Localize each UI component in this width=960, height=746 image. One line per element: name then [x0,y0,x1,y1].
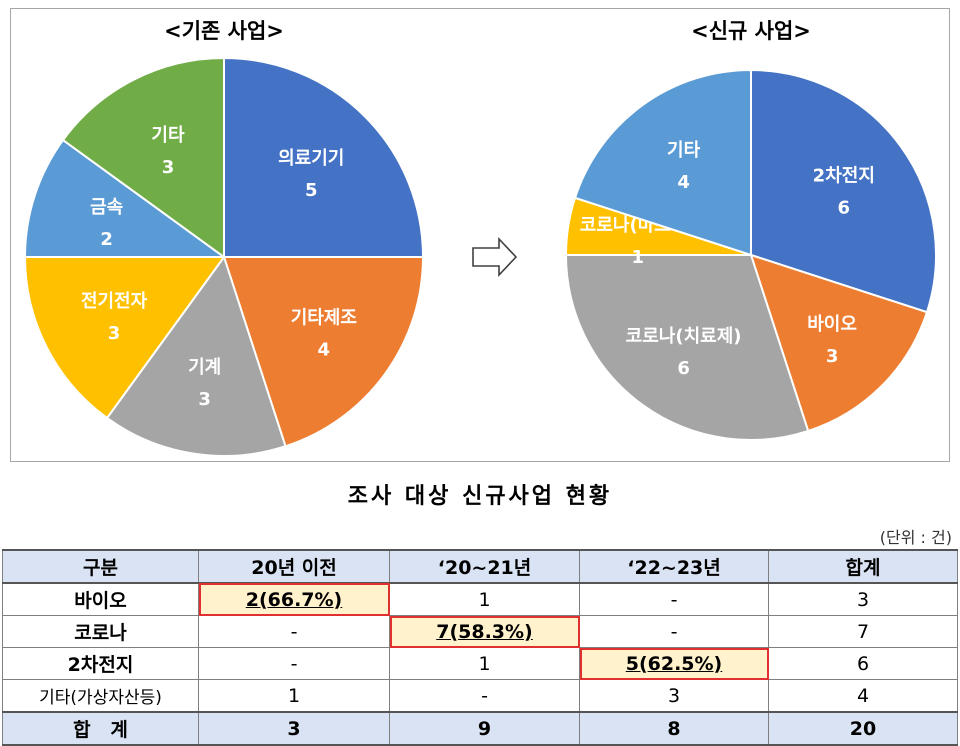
pie-slice [23,138,228,258]
header-category: 구분 [2,549,199,584]
row-label: 기타(가상자산등) [2,679,199,713]
table-cell: 7 [768,615,958,648]
pie-slice [749,253,929,433]
row-label: 바이오 [2,582,199,616]
slice-value: 6 [838,198,851,219]
table-cell: - [198,615,390,648]
table-cell: - [579,582,769,616]
table-row: 코로나 - 7(58.3%) - 7 [2,615,958,648]
table-cell: 6 [768,647,958,680]
existing-business-pie: 의료기기 5 기타제조 4 기계 3 전기전자 3 금속 2 기타 3 [23,56,425,457]
table-cell: - [579,615,769,648]
pie-slice [564,254,810,441]
row-label: 코로나 [2,615,199,648]
slice-label: 기타 [667,140,701,161]
slice-value: 3 [826,346,839,367]
slice-value: 4 [318,340,331,361]
pie-slice [61,56,225,259]
pie-slice [105,254,287,457]
pie-slice [222,256,425,448]
pie-slice [573,68,752,257]
pie-slice [23,256,226,420]
slice-label: 전기전자 [81,291,148,312]
table-cell: 7(58.3%) [389,615,580,648]
slice-label: 의료기기 [278,148,344,169]
table-row: 바이오 2(66.7%) 1 - 3 [2,582,958,616]
table-cell: 5(62.5%) [579,647,769,680]
header-2020-2021: ‘20~21년 [389,549,580,584]
header-before-2020: 20년 이전 [198,549,390,584]
slice-label: 금속 [90,197,123,218]
slice-value: 6 [677,358,690,379]
table-header-row: 구분 20년 이전 ‘20~21년 ‘22~23년 합계 [2,549,958,584]
header-total: 합계 [768,549,958,584]
table-cell: 3 [579,679,769,713]
slice-label: 기타제조 [291,308,357,329]
pie-slice [223,56,425,258]
slice-label: 코로나(치료제) [626,326,742,347]
pie-slice [750,68,937,314]
table-cell: 4 [768,679,958,713]
table-cell: 1 [198,679,390,713]
slice-value: 3 [108,323,121,344]
table-caption: 조사 대상 신규사업 현황 [347,484,613,509]
table-cell: - [389,679,580,713]
table-cell: - [198,647,390,680]
total-cell: 8 [579,711,769,746]
table-row: 기타(가상자산등) 1 - 3 4 [2,679,958,713]
unit-note: (단위 : 건) [879,528,952,547]
row-label: 2차전지 [2,647,199,680]
total-label: 합 계 [2,711,199,746]
slice-value: 3 [162,157,175,178]
new-business-status-table: 구분 20년 이전 ‘20~21년 ‘22~23년 합계 바이오 2(66.7%… [2,549,958,746]
slice-value: 4 [677,172,690,193]
total-cell: 9 [389,711,580,746]
slice-label: 기타 [151,125,185,146]
new-business-title: <신규 사업> [691,19,811,43]
slice-label: 바이오 [807,314,857,335]
slice-value: 3 [198,389,211,410]
table-cell: 3 [768,582,958,616]
slice-value: 2 [100,229,113,250]
slice-label: 기계 [188,357,221,378]
total-cell: 20 [768,711,958,746]
slice-label: 2차전지 [813,166,875,187]
slice-value: 1 [631,247,644,268]
header-2022-2023: ‘22~23년 [579,549,769,584]
chart-panel: <기존 사업> <신규 사업> 의료기기 5 기타제조 4 기계 3 전기전자 3 금속 2 기타 3… [10,8,950,462]
pie-charts: <기존 사업> <신규 사업> 의료기기 5 기타제조 4 기계 3 전기전자 3 금속 2 기타 3… [23,19,937,457]
table-cell: 2(66.7%) [198,582,390,616]
existing-business-title: <기존 사업> [164,19,284,43]
total-cell: 3 [198,711,390,746]
table-cell: 1 [389,582,580,616]
right-arrow-icon [472,236,518,278]
total-row: 합 계 3 9 8 20 [2,711,958,746]
table-cell: 1 [389,647,580,680]
slice-value: 5 [305,180,318,201]
table-row: 2차전지 - 1 5(62.5%) 6 [2,647,958,680]
